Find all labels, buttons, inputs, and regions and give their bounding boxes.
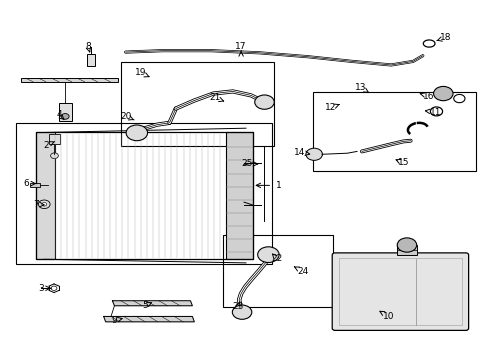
Polygon shape xyxy=(113,301,193,306)
Bar xyxy=(59,103,72,121)
Text: 2: 2 xyxy=(44,141,49,150)
Text: 21: 21 xyxy=(209,93,220,102)
Circle shape xyxy=(255,95,274,109)
Text: 9: 9 xyxy=(112,316,117,325)
Circle shape xyxy=(306,148,322,160)
Bar xyxy=(223,235,333,307)
Polygon shape xyxy=(104,316,195,322)
Text: 16: 16 xyxy=(423,91,435,100)
Bar xyxy=(313,93,476,171)
Text: 15: 15 xyxy=(397,158,409,167)
Circle shape xyxy=(434,86,453,101)
Circle shape xyxy=(51,286,57,291)
Circle shape xyxy=(397,238,416,252)
Circle shape xyxy=(42,203,47,206)
Text: 3: 3 xyxy=(39,284,44,293)
Circle shape xyxy=(50,153,58,158)
Text: 11: 11 xyxy=(430,108,442,117)
Text: 22: 22 xyxy=(271,254,282,263)
Text: 19: 19 xyxy=(134,68,146,77)
Bar xyxy=(49,134,60,144)
FancyBboxPatch shape xyxy=(332,253,468,330)
Circle shape xyxy=(38,200,50,208)
Bar xyxy=(16,123,272,264)
Text: 18: 18 xyxy=(440,33,451,42)
Text: 13: 13 xyxy=(355,83,367,92)
Text: 12: 12 xyxy=(324,103,336,112)
Text: 8: 8 xyxy=(85,42,91,51)
Text: 10: 10 xyxy=(383,312,394,321)
Text: 6: 6 xyxy=(24,179,29,188)
Text: 7: 7 xyxy=(34,200,39,209)
Circle shape xyxy=(232,305,252,319)
Text: 4: 4 xyxy=(56,111,62,120)
Circle shape xyxy=(126,125,147,141)
Text: 5: 5 xyxy=(142,301,148,310)
Bar xyxy=(36,132,253,259)
Text: 20: 20 xyxy=(120,112,131,121)
Circle shape xyxy=(258,247,279,262)
Bar xyxy=(121,62,274,146)
Text: 23: 23 xyxy=(232,302,244,311)
Bar xyxy=(87,54,96,66)
Circle shape xyxy=(61,113,69,119)
Text: 25: 25 xyxy=(242,159,253,168)
Bar xyxy=(339,258,462,325)
Text: 24: 24 xyxy=(297,267,308,276)
Bar xyxy=(36,132,55,259)
Text: 14: 14 xyxy=(294,148,305,157)
Bar xyxy=(30,183,40,187)
Polygon shape xyxy=(21,78,118,82)
Bar xyxy=(226,132,253,259)
Bar xyxy=(397,245,416,255)
Text: 1: 1 xyxy=(276,181,282,190)
Text: 17: 17 xyxy=(235,41,247,50)
